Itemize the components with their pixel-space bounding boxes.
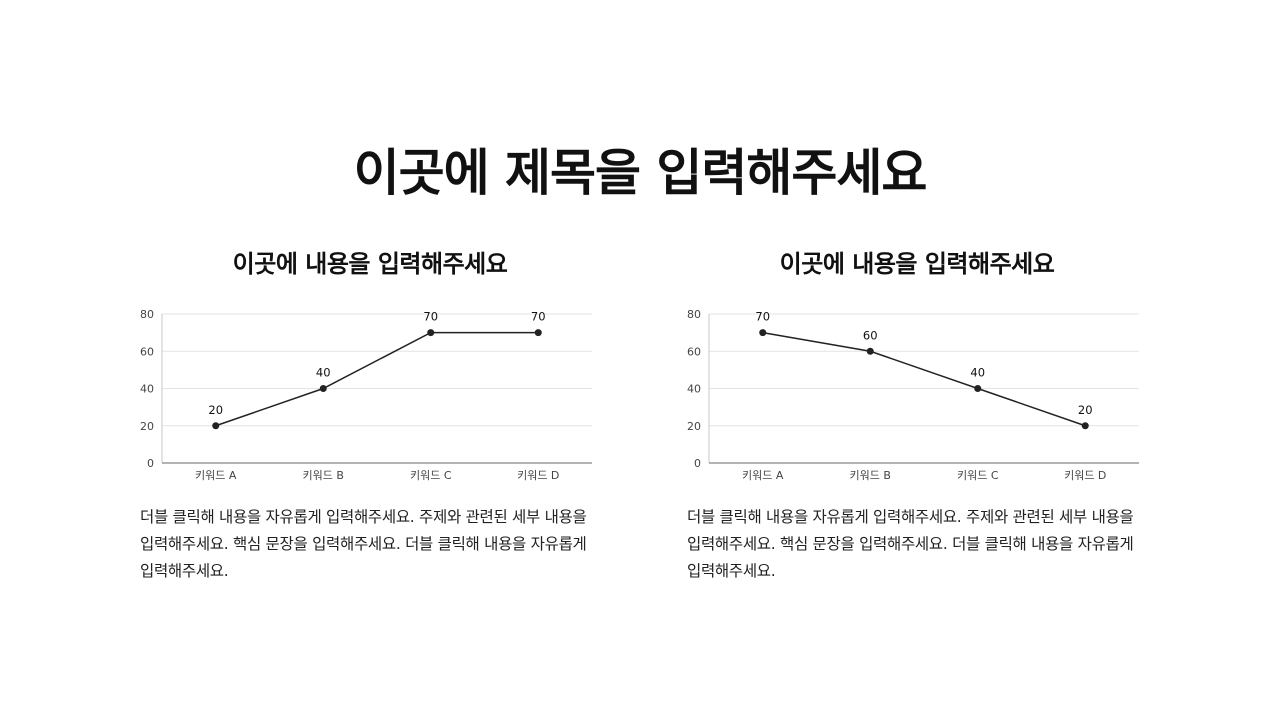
line-chart: 0 20 40 60 80 키워드 A 키워드 B 키워드 C 키워드 D 20 40 70 70 xyxy=(140,308,592,482)
x-tick-label: 키워드 D xyxy=(517,469,559,482)
data-point xyxy=(866,347,874,355)
panel-body-text: 더블 클릭해 내용을 자유롭게 입력해주세요. 주제와 관련된 세부 내용을 입… xyxy=(140,508,587,580)
line-chart: 0 20 40 60 80 키워드 A 키워드 B 키워드 C 키워드 D 70 60 40 20 xyxy=(687,308,1139,482)
data-label: 70 xyxy=(755,310,770,324)
data-point xyxy=(534,329,542,337)
data-label: 40 xyxy=(316,366,331,380)
data-label: 40 xyxy=(970,366,985,380)
y-tick-label: 40 xyxy=(687,383,701,396)
y-tick-label: 60 xyxy=(140,345,154,358)
series-line xyxy=(762,331,1086,427)
data-point xyxy=(427,329,435,337)
page-title: 이곳에 제목을 입력해주세요 xyxy=(353,144,928,202)
data-point xyxy=(212,422,220,430)
data-label: 70 xyxy=(531,310,546,324)
x-tick-label: 키워드 C xyxy=(957,469,999,482)
x-tick-label: 키워드 A xyxy=(195,469,237,482)
panel-title: 이곳에 내용을 입력해주세요 xyxy=(779,250,1055,278)
x-tick-label: 키워드 B xyxy=(303,469,344,482)
y-tick-label: 80 xyxy=(687,308,701,321)
x-tick-label: 키워드 D xyxy=(1064,469,1106,482)
data-label: 20 xyxy=(208,403,223,417)
x-tick-label: 키워드 C xyxy=(410,469,452,482)
data-label: 20 xyxy=(1078,403,1093,417)
chart-panel-left: 이곳에 내용을 입력해주세요 0 20 40 60 80 키워드 A 키워드 B 키워드 C 키… xyxy=(140,244,600,580)
data-point xyxy=(319,385,327,392)
data-point xyxy=(1081,422,1089,430)
x-tick-label: 키워드 B xyxy=(850,469,891,482)
data-label: 70 xyxy=(423,310,438,324)
y-tick-label: 20 xyxy=(140,420,154,433)
data-point xyxy=(974,385,982,392)
y-tick-label: 20 xyxy=(687,420,701,433)
y-tick-label: 0 xyxy=(694,457,701,470)
y-tick-label: 0 xyxy=(147,457,154,470)
data-label: 60 xyxy=(863,328,878,342)
x-tick-label: 키워드 A xyxy=(742,469,784,482)
data-point xyxy=(759,329,767,337)
chart-panel-right: 이곳에 내용을 입력해주세요 0 20 40 60 80 키워드 A 키워드 B 키워드 C 키… xyxy=(687,244,1147,580)
panel-body-text: 더블 클릭해 내용을 자유롭게 입력해주세요. 주제와 관련된 세부 내용을 입… xyxy=(687,508,1134,580)
panel-title: 이곳에 내용을 입력해주세요 xyxy=(232,250,508,278)
y-tick-label: 80 xyxy=(140,308,154,321)
y-tick-label: 60 xyxy=(687,345,701,358)
y-tick-label: 40 xyxy=(140,383,154,396)
series-line xyxy=(215,331,539,427)
